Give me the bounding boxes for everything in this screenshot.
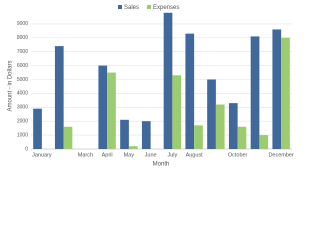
- bar: [128, 146, 138, 149]
- bar: [54, 46, 64, 149]
- y-tick-label: 0: [25, 146, 28, 152]
- bar: [228, 103, 238, 149]
- legend-swatch: [118, 5, 122, 9]
- y-tick-label: 2000: [17, 119, 28, 125]
- bar: [272, 29, 282, 149]
- y-tick-label: 6000: [17, 63, 28, 69]
- x-tick-label: August: [186, 152, 204, 158]
- bar: [237, 126, 247, 149]
- bar: [281, 37, 290, 149]
- x-axis-label: Month: [153, 162, 170, 168]
- bar: [163, 12, 173, 150]
- x-tick-label: January: [32, 152, 52, 158]
- x-tick-label: December: [268, 152, 294, 158]
- legend-swatch: [147, 5, 152, 9]
- bar: [259, 135, 269, 149]
- x-tick-label: March: [78, 152, 93, 158]
- y-tick-label: 8000: [17, 35, 28, 41]
- x-tick-label: June: [145, 152, 157, 158]
- bar: [207, 79, 216, 149]
- x-tick-label: October: [228, 152, 248, 158]
- bar: [120, 119, 129, 149]
- y-tick-label: 1000: [17, 132, 28, 138]
- y-tick-label: 3000: [17, 105, 28, 111]
- y-axis-label: Amount - in Dollars: [8, 60, 14, 111]
- y-tick-label: 7000: [17, 49, 28, 55]
- bar: [33, 108, 42, 149]
- bar: [107, 72, 116, 149]
- y-tick-label: 5000: [17, 77, 28, 83]
- x-tick-label: July: [167, 152, 177, 158]
- x-tick-label: May: [124, 152, 135, 158]
- bar: [172, 75, 182, 149]
- bar: [63, 126, 73, 149]
- x-tick-label: April: [102, 152, 113, 158]
- y-tick-label: 4000: [17, 91, 28, 97]
- y-tick-label: 9000: [17, 21, 28, 27]
- chart: Amount - in Dollars Month 0 1000 2000 3000 4…: [8, 5, 294, 168]
- bar: [98, 65, 108, 149]
- legend-label: Expenses: [153, 5, 179, 11]
- bar: [250, 36, 260, 149]
- bar: [215, 104, 225, 149]
- bar: [185, 33, 195, 149]
- bar: [141, 121, 151, 149]
- legend-label: Sales: [124, 5, 139, 11]
- bar: [194, 125, 203, 149]
